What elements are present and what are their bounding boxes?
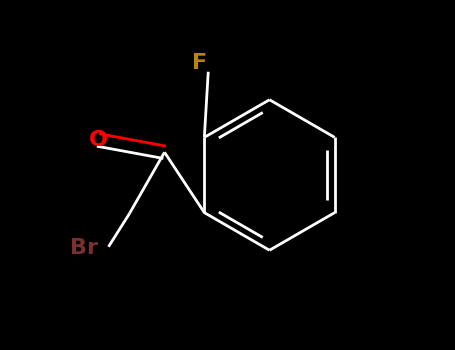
Text: Br: Br [70,238,98,259]
Text: F: F [192,53,207,73]
Text: O: O [89,130,107,150]
